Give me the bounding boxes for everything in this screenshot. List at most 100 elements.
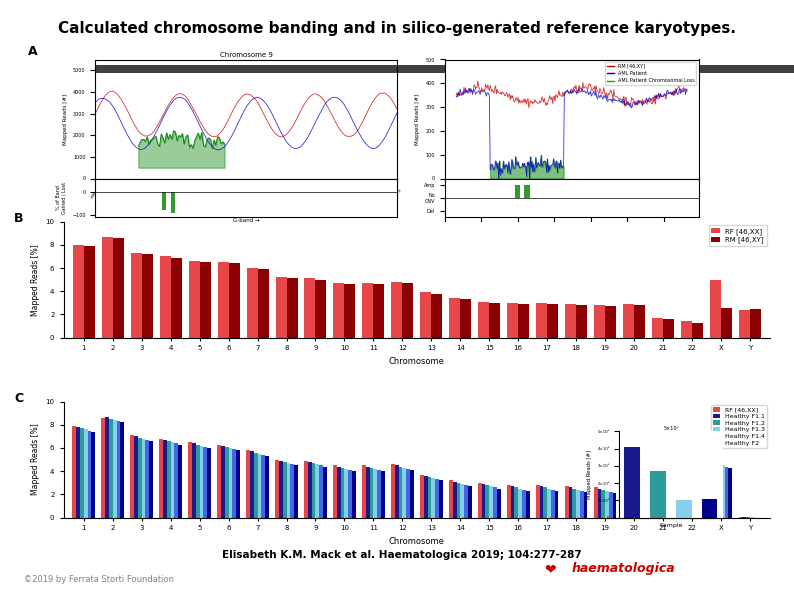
Bar	[507, 303, 518, 338]
Bar	[594, 487, 598, 518]
Bar	[515, 487, 518, 518]
Bar	[688, 506, 692, 518]
Legend: RF [46,XX], RM [46,XY]: RF [46,XX], RM [46,XY]	[708, 225, 767, 246]
Bar	[138, 437, 141, 518]
Bar	[229, 448, 233, 518]
Bar	[721, 308, 732, 338]
Bar	[362, 283, 373, 338]
Bar	[576, 305, 587, 338]
Bar	[424, 476, 427, 518]
Bar	[420, 475, 424, 518]
Bar	[73, 245, 84, 338]
Bar	[373, 469, 377, 518]
Bar	[84, 430, 87, 518]
X-axis label: Chromosome: Chromosome	[389, 357, 445, 366]
Bar	[725, 466, 728, 518]
Bar	[623, 304, 634, 338]
Bar	[667, 505, 671, 518]
Bar	[345, 284, 356, 338]
Bar	[680, 504, 684, 518]
Bar	[167, 441, 171, 518]
Bar	[287, 463, 291, 518]
Text: haematologica: haematologica	[572, 562, 676, 575]
Bar	[594, 305, 605, 338]
Bar	[370, 468, 373, 518]
Bar	[345, 469, 349, 518]
Bar	[199, 262, 210, 338]
Y-axis label: Mapped Reads [#]: Mapped Reads [#]	[415, 93, 420, 145]
Text: C: C	[14, 392, 23, 405]
Bar	[700, 509, 703, 518]
Bar	[626, 487, 630, 518]
Bar	[584, 492, 588, 518]
Bar	[141, 254, 152, 338]
Bar	[439, 481, 442, 518]
Bar	[130, 435, 134, 518]
Bar	[352, 471, 356, 518]
Bar	[543, 487, 547, 518]
Bar	[431, 293, 442, 338]
Bar	[613, 493, 616, 518]
Bar	[291, 464, 294, 518]
Bar	[246, 450, 250, 518]
Legend: RM [46,XY], AML Patient, AML Patient Chromosomal Loss: RM [46,XY], AML Patient, AML Patient Chr…	[606, 62, 696, 84]
Bar	[304, 278, 315, 338]
Y-axis label: % of Band
Gained / Lost: % of Band Gained / Lost	[56, 182, 67, 214]
Bar	[721, 465, 725, 518]
Bar	[468, 486, 472, 518]
Bar	[192, 443, 196, 518]
Bar	[171, 258, 182, 338]
Bar	[540, 486, 543, 518]
Bar	[102, 418, 106, 518]
Bar	[373, 284, 384, 338]
Bar	[117, 421, 120, 518]
Bar	[381, 471, 385, 518]
Bar	[449, 481, 453, 518]
Text: Elisabeth K.M. Mack et al. Haematologica 2019; 104:277-287: Elisabeth K.M. Mack et al. Haematologica…	[222, 550, 582, 560]
Bar	[692, 322, 703, 338]
Text: G-band →: G-band →	[233, 218, 260, 223]
Bar	[403, 468, 407, 518]
Text: ©2019 by Ferrata Storti Foundation: ©2019 by Ferrata Storti Foundation	[24, 575, 174, 584]
Bar	[196, 444, 199, 518]
Bar	[652, 500, 656, 518]
Bar	[717, 464, 721, 518]
Bar	[171, 442, 175, 518]
Bar	[609, 492, 613, 518]
Bar	[493, 487, 497, 518]
Bar	[236, 450, 240, 518]
Bar	[323, 466, 327, 518]
Bar	[453, 482, 457, 518]
Bar	[229, 264, 240, 338]
Bar	[160, 256, 171, 338]
Bar	[572, 488, 576, 518]
X-axis label: Chromosome: Chromosome	[389, 537, 445, 546]
Text: Calculated chromosome banding and in silico-generated reference karyotypes.: Calculated chromosome banding and in sil…	[58, 21, 736, 36]
Bar	[106, 416, 109, 518]
Bar	[569, 487, 572, 518]
Bar	[427, 477, 431, 518]
Bar	[254, 453, 257, 518]
Bar	[622, 486, 626, 518]
Bar	[131, 253, 141, 338]
Bar	[656, 502, 659, 518]
Bar	[630, 488, 634, 518]
Bar	[109, 419, 113, 518]
Bar	[315, 464, 319, 518]
Bar	[257, 269, 268, 338]
Bar	[337, 466, 341, 518]
Bar	[710, 462, 714, 518]
Text: A: A	[29, 45, 38, 58]
Bar	[233, 449, 236, 518]
Bar	[407, 469, 410, 518]
Bar	[84, 246, 94, 338]
Bar	[171, 192, 175, 212]
Bar	[304, 461, 308, 518]
Bar	[91, 432, 95, 518]
Bar	[349, 470, 352, 518]
Bar	[526, 491, 530, 518]
Bar	[199, 446, 203, 518]
Bar	[203, 447, 207, 518]
Bar	[728, 468, 732, 518]
Bar	[76, 427, 80, 518]
